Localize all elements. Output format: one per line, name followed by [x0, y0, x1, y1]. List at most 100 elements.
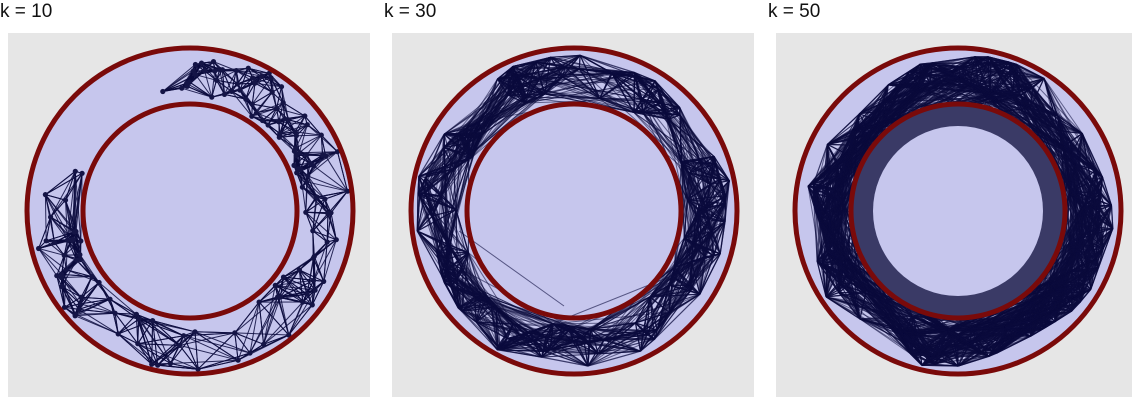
- graph-edge: [699, 159, 711, 185]
- graph-edge: [44, 194, 47, 241]
- graph-node: [235, 357, 241, 363]
- graph-edge: [194, 331, 251, 354]
- graph-edge: [64, 296, 82, 308]
- graph-edge: [425, 132, 476, 178]
- graph-edge: [38, 216, 52, 249]
- graph-edge: [234, 301, 260, 334]
- graph-edge: [599, 72, 635, 99]
- graph-edge: [633, 112, 711, 185]
- graph-edge: [709, 183, 726, 205]
- graph-edge: [80, 276, 93, 298]
- graph-edge: [61, 286, 80, 310]
- graph-edge: [633, 88, 660, 113]
- graph-edge: [478, 56, 551, 138]
- graph-node: [61, 252, 67, 258]
- graph-edge: [425, 177, 448, 270]
- graph-edge: [38, 248, 65, 256]
- graph-edge: [425, 133, 445, 178]
- graph-edge: [231, 91, 253, 117]
- graph-edge: [236, 67, 249, 85]
- graph-edge: [634, 71, 656, 82]
- graph-edge: [72, 239, 78, 261]
- graph-edge: [497, 65, 514, 80]
- graph-edge: [137, 343, 199, 370]
- graph-edge: [282, 102, 306, 117]
- graph-edge: [465, 86, 514, 129]
- graph-node: [250, 75, 256, 81]
- graph-edge: [719, 180, 730, 254]
- graph-node: [51, 239, 58, 246]
- graph-edge: [476, 321, 574, 343]
- graph-edge: [612, 72, 659, 90]
- graph-node: [312, 287, 318, 293]
- graph-node: [107, 296, 113, 302]
- graph-edge: [699, 231, 712, 295]
- graph-edge: [337, 151, 348, 192]
- graph-edge: [455, 209, 469, 253]
- graph-node: [291, 148, 297, 154]
- graph-edge: [658, 88, 681, 108]
- graph-edge: [312, 230, 328, 243]
- graph-edge: [417, 192, 438, 254]
- graph-edge: [690, 261, 693, 291]
- graph-edge: [475, 306, 497, 323]
- panel-title-k30: k = 30: [384, 1, 437, 22]
- graph-edge: [1102, 205, 1113, 249]
- graph-node: [77, 256, 84, 263]
- graph-edge: [713, 221, 726, 257]
- graph-edge: [579, 54, 635, 113]
- graph-node: [210, 59, 217, 65]
- graph-edge: [75, 312, 116, 317]
- graph-edge: [519, 334, 546, 338]
- graph-edge: [152, 320, 196, 333]
- graph-edge: [183, 335, 251, 354]
- graph-edge: [179, 332, 235, 346]
- graph-edge: [457, 307, 520, 336]
- graph-edge: [683, 237, 693, 262]
- graph-edge: [307, 175, 348, 192]
- graph-node: [261, 341, 267, 347]
- graph-edge: [417, 192, 469, 253]
- graph-edge: [519, 323, 554, 336]
- graph-node: [296, 150, 302, 156]
- graph-edge: [278, 102, 284, 122]
- graph-edge: [76, 259, 93, 277]
- graph-edge: [507, 54, 581, 96]
- graph-node: [258, 73, 265, 79]
- graph-edge: [679, 114, 701, 161]
- graph-edge: [587, 329, 592, 367]
- graph-node: [232, 330, 238, 336]
- graph-edge: [464, 54, 581, 139]
- graph-node: [333, 237, 339, 243]
- graph-node: [234, 81, 240, 87]
- graph-edge: [512, 323, 521, 336]
- graph-edge: [443, 56, 551, 135]
- graph-edge: [315, 196, 332, 214]
- graph-edge: [496, 334, 521, 351]
- panel-k30: k = 30: [384, 0, 754, 399]
- graph-edge: [664, 112, 694, 245]
- graph-edge: [78, 298, 111, 310]
- graph-node: [70, 236, 76, 242]
- graph-node: [150, 318, 156, 324]
- graph-edge: [304, 115, 322, 136]
- graph-edge: [649, 296, 670, 313]
- graph-edge: [597, 296, 651, 355]
- graph-edge: [197, 332, 236, 370]
- graph-edge: [306, 154, 309, 177]
- graph-edge: [440, 168, 455, 197]
- graph-edge: [688, 207, 707, 286]
- graph-edge: [320, 134, 338, 153]
- graph-edge: [65, 199, 82, 242]
- graph-edge: [679, 107, 726, 204]
- graph-edge: [579, 68, 669, 120]
- graph-edge: [118, 320, 153, 335]
- graph-edge: [425, 176, 457, 211]
- graph-edge: [313, 165, 348, 192]
- graph-edge: [234, 332, 239, 361]
- graph-edge: [263, 301, 304, 345]
- graph-edge: [544, 88, 659, 95]
- graph-edge: [115, 312, 153, 322]
- graph-edge: [539, 57, 552, 80]
- graph-edge: [277, 276, 284, 298]
